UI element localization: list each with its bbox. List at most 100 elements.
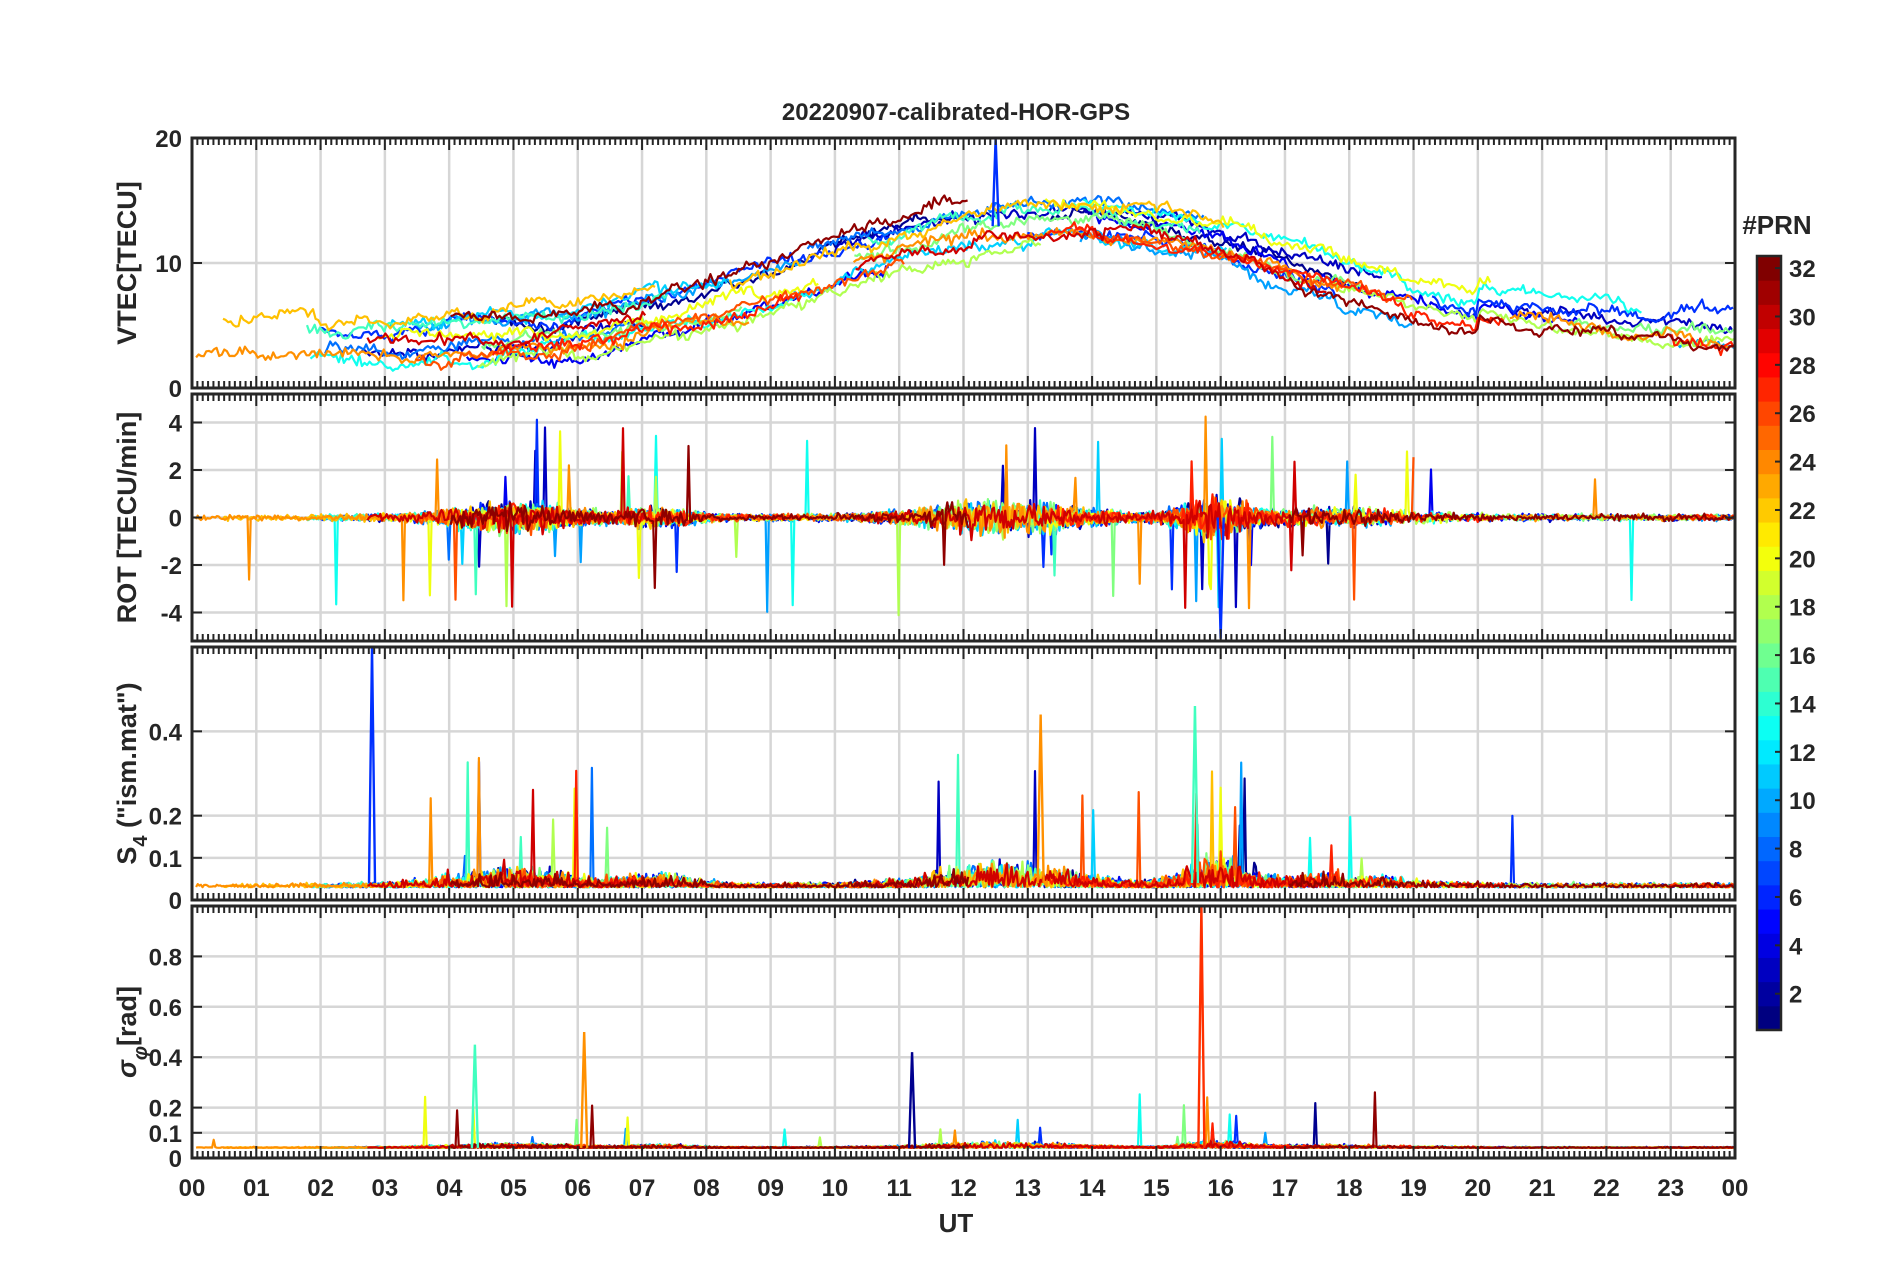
y-axis-label: σφ[rad]: [112, 986, 152, 1078]
series-rot: [195, 415, 1735, 639]
colorbar-tick-label: 16: [1789, 643, 1816, 670]
spike-mark: [907, 1052, 917, 1148]
series-line-prn-24: [853, 1096, 1345, 1150]
colorbar-tick-label: 8: [1789, 837, 1802, 864]
series-line-prn-13: [1082, 198, 1642, 314]
y-tick-label: 0: [169, 1146, 182, 1173]
series-line-prn-15: [305, 293, 668, 340]
series-line-prn-32: [450, 1104, 970, 1150]
spike-mark: [1197, 906, 1206, 1148]
y-tick-label: 0.6: [149, 995, 182, 1022]
colorbar-segment: [1757, 376, 1781, 402]
colorbar-tick-label: 4: [1789, 933, 1803, 960]
y-axis-label: ROT [TECU/min]: [112, 412, 142, 623]
series-line-prn-28: [1047, 221, 1505, 332]
x-tick-label: 03: [372, 1175, 399, 1202]
series-line-prn-32: [1289, 1091, 1735, 1150]
colorbar-tick-label: 32: [1789, 256, 1816, 283]
x-tick-label: 20: [1464, 1175, 1491, 1202]
series-line-prn-22: [222, 284, 656, 332]
colorbar-segment: [1757, 570, 1781, 596]
series-line-prn-15: [306, 475, 670, 596]
series-line-prn-28: [491, 293, 803, 356]
y-tick-label: -2: [161, 553, 182, 580]
colorbar-segment: [1757, 328, 1781, 354]
series-line-prn-30: [367, 788, 647, 889]
y-axis-label: S4 ("ism.mat"): [112, 682, 152, 864]
x-tick-label: 08: [693, 1175, 720, 1202]
series-line-prn-22: [728, 198, 1225, 289]
colorbar-tick-label: 22: [1789, 498, 1816, 525]
x-tick-label: 00: [1722, 1175, 1749, 1202]
series-line-prn-2: [833, 769, 1385, 889]
x-tick-label: 02: [307, 1175, 334, 1202]
series-line-prn-20: [1044, 786, 1492, 889]
series-line-prn-24: [195, 458, 750, 602]
series-line-prn-13: [1083, 1093, 1644, 1150]
series-line-prn-30: [855, 223, 1327, 294]
panel-s4: 0 0.1 0.2 0.4S4 ("ism.mat"): [112, 645, 1737, 915]
x-tick-label: 18: [1336, 1175, 1363, 1202]
y-tick-label: 0.1: [149, 1121, 182, 1148]
colorbar-tick-label: 30: [1789, 304, 1816, 331]
x-tick-label: 01: [243, 1175, 270, 1202]
x-tick-label: 22: [1593, 1175, 1620, 1202]
panel-rot: -4 -2 0 2 4 ROT [TECU/min]: [112, 392, 1737, 643]
colorbar-frame: [1755, 254, 1783, 1032]
series-line-prn-28: [1047, 792, 1505, 889]
series-line-prn-32: [450, 194, 968, 324]
series-sigma_phi: [195, 906, 1735, 1150]
colorbar-segment: [1757, 522, 1781, 547]
series-line-prn-28: [1047, 460, 1504, 541]
series-line-prn-15: [306, 761, 670, 889]
y-tick-label: 4: [169, 411, 183, 438]
colorbar-tick-label: 28: [1789, 353, 1816, 380]
x-tick-label: 13: [1014, 1175, 1041, 1202]
x-tick-label: 16: [1207, 1175, 1234, 1202]
panel-vtec: 0 10 20 VTEC[TECU]: [112, 126, 1737, 403]
series-line-prn-24: [195, 756, 750, 889]
y-tick-label: 20: [155, 126, 182, 153]
series-line-prn-32: [449, 868, 970, 889]
y-tick-label: -4: [161, 601, 183, 628]
x-tick-label: 21: [1529, 1175, 1556, 1202]
colorbar-segment: [1757, 812, 1781, 837]
spike-mark: [470, 1044, 480, 1148]
series-s4: [195, 647, 1735, 889]
series-line-prn-20: [1044, 198, 1492, 296]
colorbar-tick-label: 26: [1789, 401, 1816, 428]
series-line-prn-9: [414, 260, 802, 332]
colorbar-tick-label: 24: [1789, 450, 1816, 477]
series-line-prn-20: [378, 1095, 820, 1150]
x-axis-label: UT: [939, 1208, 974, 1238]
colorbar-segment: [1757, 425, 1781, 450]
x-tick-label: 17: [1272, 1175, 1299, 1202]
x-tick-label: 14: [1079, 1175, 1106, 1202]
colorbar-label: #PRN: [1742, 210, 1811, 240]
colorbar-segment: [1757, 860, 1781, 886]
colorbar-tick-label: 14: [1789, 691, 1816, 718]
series-line-prn-9: [1079, 229, 1413, 329]
panel-sigma_phi: 00.10.2 0.4 0.6 0.8 σφ[rad]: [112, 904, 1737, 1173]
series-line-prn-18: [476, 450, 1043, 617]
spike-mark: [1190, 706, 1200, 884]
series-line-prn-20: [377, 787, 820, 889]
y-tick-label: 0.4: [149, 1045, 183, 1072]
y-tick-label: 0.2: [149, 804, 182, 831]
colorbar-segment: [1757, 618, 1781, 644]
x-tick-label: 19: [1400, 1175, 1427, 1202]
x-tick-label: 00: [179, 1175, 206, 1202]
y-tick-label: 10: [155, 251, 182, 278]
colorbar-tick-label: 2: [1789, 982, 1802, 1009]
y-tick-label: 0.4: [149, 719, 183, 746]
y-tick-label: 0: [169, 506, 182, 533]
series-line-prn-18: [1330, 281, 1735, 350]
series-line-prn-30: [366, 310, 647, 351]
colorbar-segment: [1757, 715, 1781, 741]
series-line-prn-28: [1668, 334, 1735, 357]
series-line-prn-7: [324, 322, 634, 360]
x-tick-label: 10: [822, 1175, 849, 1202]
y-tick-label: 0: [169, 376, 182, 403]
